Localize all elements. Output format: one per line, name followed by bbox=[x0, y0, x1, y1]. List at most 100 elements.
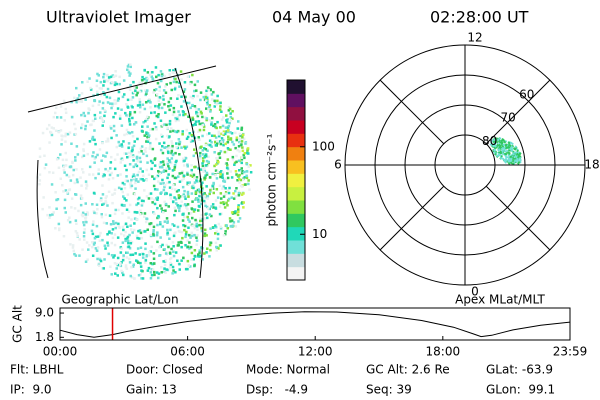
pixel bbox=[198, 192, 202, 196]
pixel bbox=[219, 105, 222, 108]
pixel bbox=[168, 180, 171, 184]
pixel bbox=[135, 259, 138, 262]
pixel bbox=[121, 190, 124, 194]
pixel bbox=[210, 214, 213, 218]
pixel bbox=[96, 153, 99, 157]
pixel bbox=[140, 204, 144, 207]
pixel bbox=[104, 155, 107, 158]
pixel bbox=[84, 219, 87, 222]
pixel bbox=[150, 245, 153, 249]
pixel bbox=[139, 147, 143, 150]
pixel bbox=[128, 88, 132, 91]
pixel bbox=[185, 101, 188, 105]
pixel bbox=[211, 184, 214, 188]
pixel bbox=[198, 154, 202, 158]
pixel bbox=[242, 206, 245, 209]
pixel bbox=[149, 192, 153, 195]
pixel bbox=[143, 134, 146, 137]
pixel bbox=[120, 203, 124, 207]
pixel bbox=[187, 101, 191, 105]
pixel bbox=[106, 79, 109, 83]
pixel bbox=[68, 216, 71, 219]
pixel bbox=[154, 66, 158, 69]
pixel bbox=[218, 184, 222, 187]
aurora-pixel bbox=[493, 138, 497, 142]
pixel bbox=[127, 131, 130, 134]
pixel bbox=[91, 203, 94, 206]
pixel bbox=[163, 146, 166, 149]
pixel bbox=[125, 168, 128, 172]
aurora-pixel bbox=[505, 143, 508, 147]
pixel bbox=[131, 106, 134, 109]
pixel bbox=[104, 167, 107, 171]
pixel bbox=[230, 219, 234, 222]
pixel bbox=[114, 70, 117, 73]
pixel bbox=[97, 172, 100, 176]
pixel bbox=[119, 173, 122, 176]
pixel bbox=[189, 138, 193, 142]
pixel bbox=[226, 126, 230, 129]
pixel bbox=[211, 98, 214, 101]
pixel bbox=[110, 232, 113, 235]
pixel bbox=[74, 230, 78, 233]
pixel bbox=[237, 120, 240, 123]
pixel bbox=[178, 262, 181, 266]
footer: Flt: LBHL Door: Closed Mode: Normal GC Alt:… bbox=[10, 363, 555, 397]
pixel bbox=[203, 194, 206, 198]
pixel bbox=[132, 177, 136, 180]
pixel bbox=[109, 125, 112, 128]
pixel bbox=[116, 256, 120, 260]
pixel bbox=[209, 190, 212, 193]
pixel bbox=[91, 119, 95, 123]
pixel bbox=[200, 202, 203, 206]
pixel bbox=[203, 169, 207, 173]
aurora-pixel bbox=[501, 147, 505, 150]
pixel bbox=[144, 117, 148, 121]
pixel bbox=[94, 235, 98, 239]
pixel bbox=[220, 118, 224, 121]
pixel bbox=[223, 180, 227, 183]
aurora-pixel bbox=[495, 154, 499, 158]
pixel bbox=[129, 63, 132, 66]
pixel bbox=[163, 220, 167, 223]
pixel bbox=[219, 175, 222, 179]
pixel bbox=[173, 164, 177, 167]
pixel bbox=[59, 129, 63, 132]
pixel bbox=[117, 208, 120, 212]
pixel bbox=[214, 163, 218, 166]
pixel bbox=[204, 204, 207, 208]
pixel bbox=[232, 221, 236, 224]
pixel bbox=[81, 211, 85, 215]
pixel bbox=[70, 142, 73, 145]
pixel bbox=[171, 169, 175, 172]
pixel bbox=[158, 163, 161, 166]
pixel bbox=[127, 245, 131, 248]
pixel bbox=[60, 138, 64, 141]
pixel bbox=[173, 176, 177, 180]
grid-line bbox=[36, 159, 49, 279]
pixel bbox=[52, 211, 55, 214]
pixel bbox=[120, 247, 123, 250]
pixel bbox=[211, 203, 215, 206]
pixel bbox=[190, 234, 194, 238]
pixel bbox=[112, 222, 115, 226]
pixel bbox=[211, 172, 214, 176]
pixel bbox=[136, 236, 139, 240]
pixel bbox=[182, 113, 185, 117]
pixel bbox=[166, 157, 169, 160]
pixel bbox=[171, 71, 174, 74]
pixel bbox=[125, 114, 128, 117]
pixel bbox=[38, 147, 42, 150]
pixel bbox=[155, 249, 158, 252]
pixel bbox=[95, 249, 99, 252]
colorbar-segment bbox=[287, 173, 305, 188]
pixel bbox=[173, 232, 176, 235]
pixel bbox=[99, 197, 103, 200]
pixel bbox=[157, 180, 160, 183]
status-field: Flt: LBHL bbox=[10, 363, 64, 377]
pixel bbox=[144, 119, 147, 123]
pixel bbox=[218, 156, 222, 159]
pixel bbox=[249, 171, 253, 174]
pixel bbox=[158, 96, 162, 99]
pixel bbox=[153, 188, 157, 191]
